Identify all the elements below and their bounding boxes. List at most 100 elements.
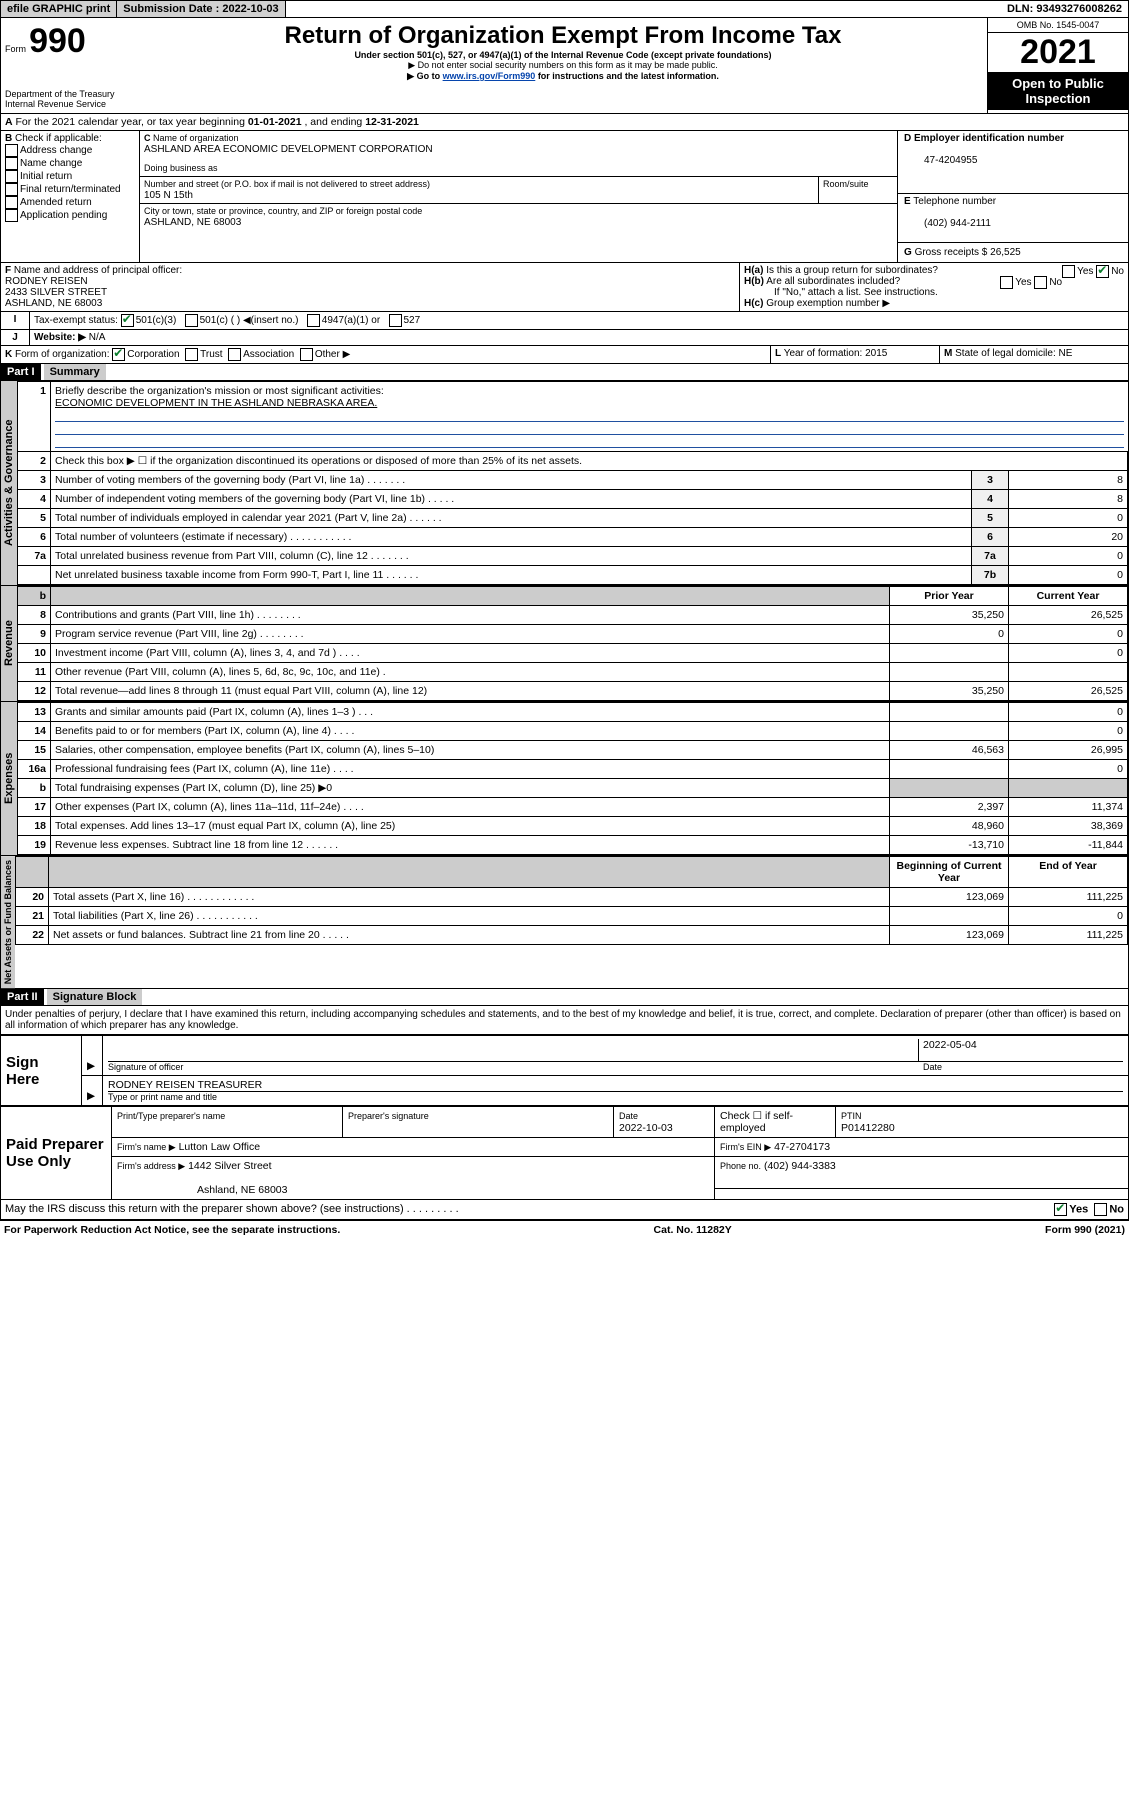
hb-label: Are all subordinates included? [766,276,900,287]
revenue-table: bPrior YearCurrent Year 8Contributions a… [17,586,1128,701]
ein-value: 47-4204955 [924,155,977,166]
net20-t: Total assets (Part X, line 16) . . . . .… [49,888,890,907]
association-checkbox[interactable] [228,348,241,361]
exp15-p: 46,563 [890,741,1009,760]
section-c: C Name of organization ASHLAND AREA ECON… [140,131,898,262]
b-label: Check if applicable: [15,133,102,144]
name-change-checkbox[interactable] [5,157,18,170]
firm-name-label: Firm's name ▶ [117,1142,176,1152]
form990-instructions-link[interactable]: www.irs.gov/Form990 [443,71,536,81]
officer-type-label: Type or print name and title [108,1092,1123,1102]
application-pending-checkbox[interactable] [5,209,18,222]
line-a-mid: , and ending [304,116,365,128]
header-center: Return of Organization Exempt From Incom… [139,18,987,113]
section-klm: K Form of organization: Corporation Trus… [0,346,1129,364]
ptin-label: PTIN [841,1111,862,1121]
other-checkbox[interactable] [300,348,313,361]
hb-no-checkbox[interactable] [1034,276,1047,289]
r6-v: 20 [1009,528,1128,547]
discuss-no-checkbox[interactable] [1094,1203,1107,1216]
exp16a-t: Professional fundraising fees (Part IX, … [51,760,890,779]
r6-t: Total number of volunteers (estimate if … [51,528,972,547]
trust-checkbox[interactable] [185,348,198,361]
website-value: N/A [89,332,106,343]
501c-checkbox[interactable] [185,314,198,327]
prep-date-label: Date [619,1111,638,1121]
prior-year-header: Prior Year [890,587,1009,606]
r7b-v: 0 [1009,566,1128,585]
l-label: Year of formation: [784,348,863,359]
4947-checkbox[interactable] [307,314,320,327]
tax-year-end: 12-31-2021 [365,116,419,128]
rev8-n: 8 [18,606,51,625]
subtitle-3: ▶ Go to www.irs.gov/Form990 for instruct… [143,71,983,82]
gross-receipts: 26,525 [990,247,1021,258]
submission-date-value: 2022-10-03 [222,3,278,15]
e-label: Telephone number [913,196,996,207]
exp19-t: Revenue less expenses. Subtract line 18 … [51,836,890,855]
i-opt-0: 501(c)(3) [136,315,177,326]
discuss-yes: Yes [1069,1204,1088,1216]
r5-t: Total number of individuals employed in … [51,509,972,528]
arrow-icon-2: ▶ [87,1090,95,1102]
discuss-yes-checkbox[interactable] [1054,1203,1067,1216]
corporation-checkbox[interactable] [112,348,125,361]
rev9-t: Program service revenue (Part VIII, line… [51,625,890,644]
form-label-small: Form [5,44,26,54]
ha-label: Is this a group return for subordinates? [766,265,938,276]
part2-header-row: Part II Signature Block [0,989,1129,1006]
rev11-n: 11 [18,663,51,682]
dept-label: Department of the Treasury Internal Reve… [5,89,135,109]
amended-return-checkbox[interactable] [5,196,18,209]
b-opt-3: Final return/terminated [20,184,121,195]
rev9-c: 0 [1009,625,1128,644]
r3-n: 3 [18,471,51,490]
sig-of-officer-label: Signature of officer [108,1062,919,1072]
city-label: City or town, state or province, country… [144,206,422,216]
address-change-checkbox[interactable] [5,144,18,157]
discuss-no: No [1109,1204,1124,1216]
part2-title: Signature Block [47,989,143,1005]
rev11-t: Other revenue (Part VIII, column (A), li… [51,663,890,682]
i-opt-2: 4947(a)(1) or [322,315,380,326]
prep-sig-label: Preparer's signature [348,1111,429,1121]
exp19-p: -13,710 [890,836,1009,855]
exp16b-c [1009,779,1128,798]
ha-yes-checkbox[interactable] [1062,265,1075,278]
final-return-checkbox[interactable] [5,183,18,196]
part1-governance: Activities & Governance 1 Briefly descri… [0,381,1129,586]
ha-no-checkbox[interactable] [1096,265,1109,278]
firm-ein-label: Firm's EIN ▶ [720,1142,771,1152]
exp17-n: 17 [18,798,51,817]
officer-city: ASHLAND, NE 68003 [5,298,102,309]
rev10-n: 10 [18,644,51,663]
rev12-t: Total revenue—add lines 8 through 11 (mu… [51,682,890,701]
501c3-checkbox[interactable] [121,314,134,327]
initial-return-checkbox[interactable] [5,170,18,183]
rev12-n: 12 [18,682,51,701]
paid-preparer-label: Paid Preparer Use Only [6,1136,104,1170]
i-opt-3: 527 [404,315,421,326]
org-name: ASHLAND AREA ECONOMIC DEVELOPMENT CORPOR… [144,144,433,155]
prep-name-label: Print/Type preparer's name [117,1111,225,1121]
boy-header: Beginning of Current Year [890,857,1009,888]
527-checkbox[interactable] [389,314,402,327]
rev10-c: 0 [1009,644,1128,663]
hb-yes-checkbox[interactable] [1000,276,1013,289]
phone-value: (402) 944-2111 [924,218,991,229]
firm-addr2: Ashland, NE 68003 [197,1184,287,1196]
sign-here-table: Sign Here ▶ 2022-05-04 Signature of offi… [0,1035,1129,1106]
footer-mid: Cat. No. 11282Y [654,1224,732,1236]
arrow-icon: ▶ [87,1060,95,1072]
f-label: Name and address of principal officer: [14,265,182,276]
form-header: Form 990 Department of the Treasury Inte… [0,18,1129,114]
section-b: B Check if applicable: Address change Na… [1,131,140,262]
rev10-t: Investment income (Part VIII, column (A)… [51,644,890,663]
rev8-c: 26,525 [1009,606,1128,625]
officer-street: 2433 SILVER STREET [5,287,107,298]
c-name-label: Name of organization [153,133,239,143]
r5-b: 5 [972,509,1009,528]
efile-print-button[interactable]: efile GRAPHIC print [1,1,117,17]
exp18-n: 18 [18,817,51,836]
governance-label: Activities & Governance [1,381,17,585]
